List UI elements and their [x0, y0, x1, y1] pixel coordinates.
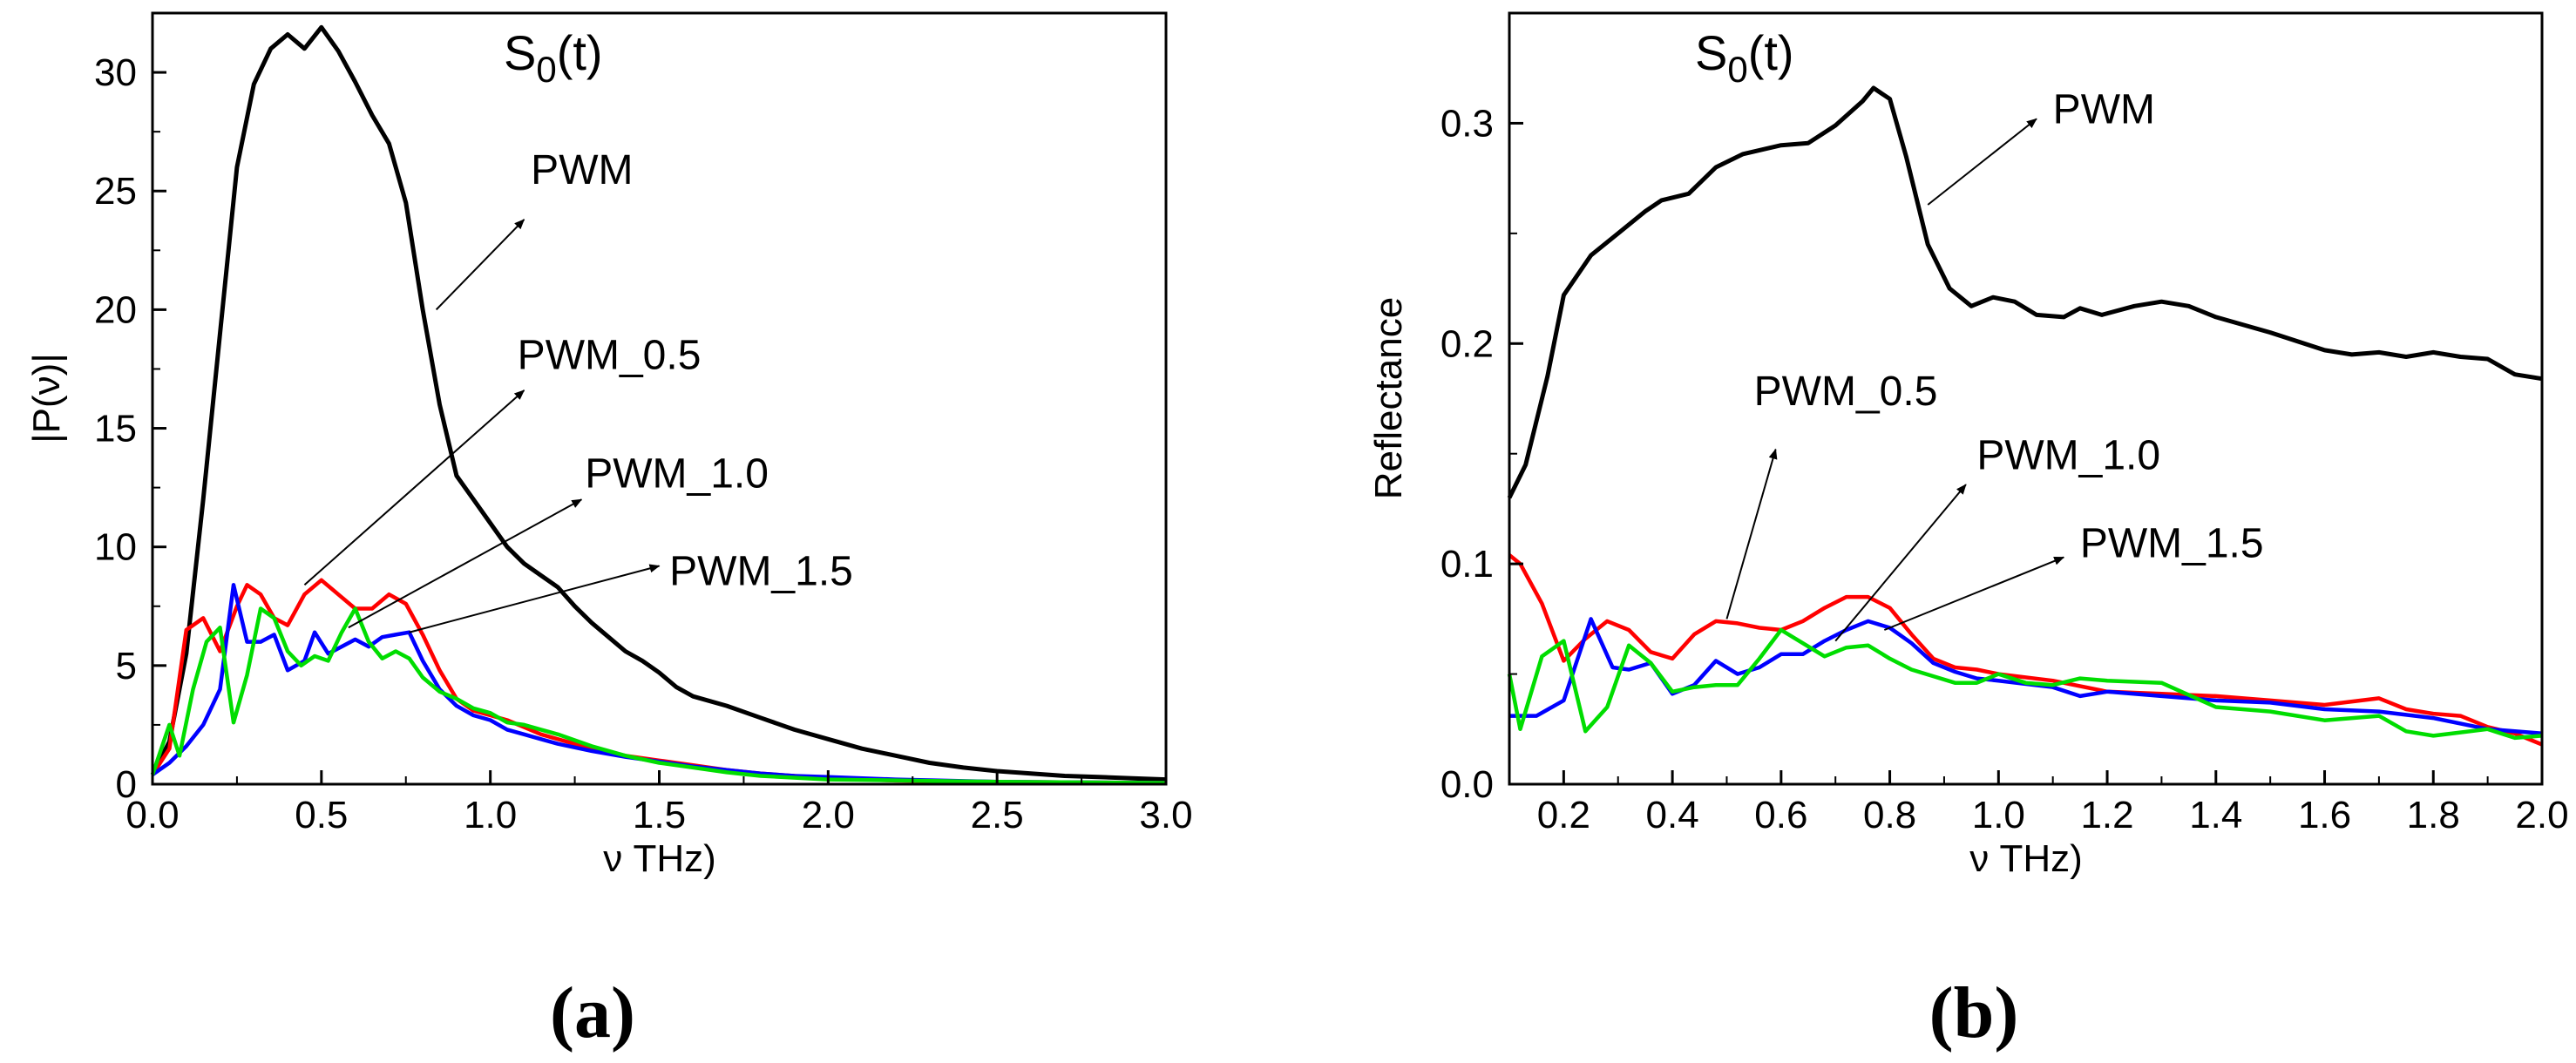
x-tick-label-b-9: 2.0: [2515, 794, 2568, 836]
y-tick-label-a-0: 0: [116, 763, 137, 806]
x-tick-label-a-2: 1.0: [464, 794, 517, 836]
annotation-label-b-1: PWM_0.5: [1754, 369, 1938, 415]
annotations-b: PWM PWM_0.5 PWM_1.0 PWM_1.5: [1725, 86, 2264, 642]
annotation-arrow-a-2: [348, 498, 583, 629]
y-tick-label-a-6: 30: [94, 51, 137, 94]
series-line-b-pwm-1-5: [1507, 627, 2543, 741]
annotations-a: PWM PWM_0.5 PWM_1.0 PWM_1.5: [303, 147, 853, 633]
series-line-b-pwm-0-5: [1508, 553, 2543, 747]
plot-frame-b: [1508, 11, 2544, 786]
annotation-label-b-3: PWM_1.5: [2080, 521, 2264, 567]
y-tick-label-b-1: 0.1: [1441, 543, 1494, 586]
series-layer-a: [150, 24, 1167, 785]
annotation-arrow-b-0: [1927, 118, 2037, 206]
annotation-arrow-a-0: [435, 219, 525, 311]
y-tick-label-a-3: 15: [94, 408, 137, 450]
plot-frame-a: [151, 11, 1168, 786]
annotation-label-a-1: PWM_0.5: [518, 332, 702, 378]
x-tick-label-a-0: 0.0: [125, 794, 179, 836]
ticks-a: 0.0 0.5 1.0 1.5 2.0 2.5 3.0 0 5 10 15 20 25 30: [94, 51, 1193, 836]
y-tick-label-b-3: 0.3: [1441, 102, 1494, 145]
x-tick-label-a-1: 0.5: [295, 794, 348, 836]
x-tick-label-a-6: 3.0: [1139, 794, 1192, 836]
series-line-a-pwm: [150, 24, 1167, 782]
x-axis-label-b: ν THz): [1969, 837, 2083, 880]
annotation-arrow-b-1: [1725, 448, 1778, 620]
y-tick-label-a-5: 25: [94, 170, 137, 213]
x-tick-label-b-8: 1.8: [2407, 794, 2460, 836]
x-tick-label-b-4: 1.0: [1972, 794, 2025, 836]
annotation-arrow-a-1: [303, 389, 525, 586]
panel-label-a: (a): [550, 972, 635, 1053]
x-tick-label-b-2: 0.6: [1754, 794, 1807, 836]
annotation-label-a-2: PWM_1.0: [585, 451, 769, 498]
series-line-a-pwm-0-5: [151, 578, 1167, 785]
series-line-b-pwm-1-0: [1509, 617, 2543, 736]
y-tick-label-a-2: 10: [94, 526, 137, 569]
annotation-arrow-a-3: [409, 564, 661, 633]
x-tick-label-a-5: 2.5: [971, 794, 1024, 836]
y-axis-label-b: Reflectance: [1367, 297, 1410, 499]
x-tick-label-b-5: 1.2: [2080, 794, 2133, 836]
panel-label-b: (b): [1929, 972, 2019, 1053]
x-tick-label-b-6: 1.4: [2189, 794, 2242, 836]
annotation-arrow-b-3: [1883, 556, 2065, 631]
y-tick-label-a-4: 20: [94, 288, 137, 331]
y-axis-label-a: |P(ν)|: [25, 353, 68, 443]
annotation-label-b-2: PWM_1.0: [1976, 432, 2160, 478]
ticks-b: 0.2 0.4 0.6 0.8 1.0 1.2 1.4 1.6 1.8 2.0 0.0 0.1 0.2 0…: [1441, 102, 2569, 836]
chart-b: PWM PWM_0.5 PWM_1.0 PWM_1.5 0.2 0.4 0.6 0.8 1.0…: [1367, 11, 2569, 1053]
series-line-a-pwm-1-5: [150, 606, 1167, 785]
x-tick-label-a-3: 1.5: [633, 794, 686, 836]
chart-a: PWM PWM_0.5 PWM_1.0 PWM_1.5 0.0 0.5 1.0 1.5 2.0…: [25, 11, 1193, 1053]
series-line-b-pwm: [1507, 85, 2543, 499]
y-tick-label-b-0: 0.0: [1441, 763, 1494, 806]
series-layer-b: [1507, 85, 2543, 747]
x-tick-label-a-4: 2.0: [802, 794, 855, 836]
chart-title-b: S0(t): [1695, 25, 1794, 90]
series-line-a-pwm-1-0: [151, 583, 1167, 785]
annotation-label-b-0: PWM: [2053, 86, 2155, 132]
x-tick-label-b-3: 0.8: [1863, 794, 1916, 836]
y-tick-label-a-1: 5: [116, 645, 137, 687]
chart-title-a: S0(t): [504, 25, 603, 90]
x-tick-label-b-7: 1.6: [2298, 794, 2351, 836]
x-tick-label-b-0: 0.2: [1537, 794, 1590, 836]
x-tick-label-b-1: 0.4: [1646, 794, 1699, 836]
y-tick-label-b-2: 0.2: [1441, 322, 1494, 365]
x-axis-label-a: ν THz): [603, 837, 716, 880]
annotation-arrow-b-2: [1834, 484, 1967, 642]
annotation-label-a-0: PWM: [531, 147, 633, 193]
annotation-label-a-3: PWM_1.5: [669, 548, 853, 594]
